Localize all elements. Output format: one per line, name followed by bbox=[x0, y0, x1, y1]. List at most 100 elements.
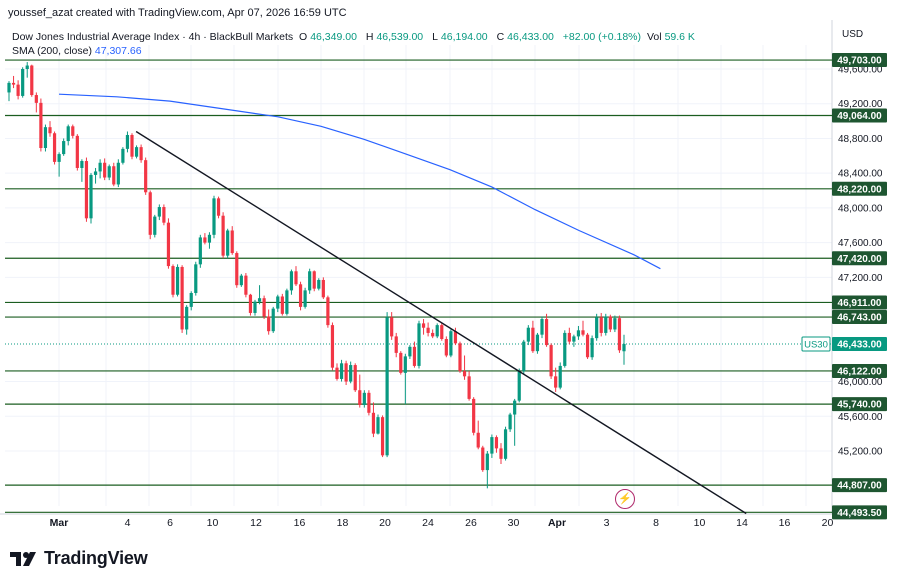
candle-body bbox=[71, 126, 75, 136]
candle-body bbox=[121, 148, 125, 163]
candle bbox=[467, 371, 471, 401]
candle bbox=[21, 67, 25, 98]
candle-body bbox=[39, 102, 43, 149]
low-label: L bbox=[432, 31, 438, 43]
candle bbox=[157, 204, 161, 221]
candle-body bbox=[21, 69, 25, 96]
candle bbox=[390, 312, 394, 340]
candle bbox=[75, 134, 79, 171]
candle-body bbox=[34, 95, 38, 103]
candle bbox=[453, 327, 458, 346]
candle bbox=[490, 434, 494, 458]
symbol-text: US30 bbox=[804, 339, 828, 350]
level-price-box bbox=[832, 363, 887, 378]
level-price-label: 44,807.00 bbox=[832, 478, 887, 493]
symbol-box bbox=[801, 336, 831, 352]
level-price-box bbox=[832, 478, 887, 493]
candle-body bbox=[16, 84, 20, 96]
level-price-text: 49,064.00 bbox=[837, 111, 882, 122]
time-tick-label: Mar bbox=[50, 517, 69, 529]
candle-body bbox=[531, 327, 535, 352]
price-tick-label: 48,400.00 bbox=[838, 169, 883, 180]
candle-body bbox=[226, 230, 230, 256]
level-price-text: 45,740.00 bbox=[837, 400, 882, 411]
candle-body bbox=[590, 338, 594, 358]
candle-body bbox=[207, 234, 212, 243]
candle bbox=[276, 294, 280, 313]
candle bbox=[339, 359, 344, 382]
symbol-title[interactable]: Dow Jones Industrial Average Index · 4h … bbox=[12, 31, 294, 43]
high-label: H bbox=[365, 31, 374, 43]
time-tick-label: 12 bbox=[250, 517, 262, 529]
current-price-label: US30 46,433.00 bbox=[801, 336, 887, 352]
candle bbox=[34, 92, 38, 113]
candle-body bbox=[294, 271, 298, 285]
price-tick-label: 48,000.00 bbox=[838, 203, 883, 214]
candle bbox=[622, 334, 626, 365]
candle bbox=[93, 167, 98, 184]
candle bbox=[449, 329, 453, 358]
time-tick-label: 8 bbox=[653, 517, 659, 529]
candle-body bbox=[403, 356, 407, 373]
candle bbox=[517, 368, 521, 403]
candle bbox=[617, 315, 622, 353]
candle-body bbox=[194, 264, 198, 293]
candle bbox=[112, 162, 116, 187]
candle-body bbox=[312, 271, 316, 289]
candle bbox=[235, 251, 239, 288]
candle-body bbox=[613, 318, 617, 330]
candle-body bbox=[581, 330, 585, 335]
candle bbox=[403, 353, 407, 405]
candle-body bbox=[335, 367, 339, 379]
candle bbox=[362, 390, 366, 408]
candle bbox=[376, 414, 380, 435]
level-price-text: 46,911.00 bbox=[838, 298, 882, 309]
candle-body bbox=[57, 154, 61, 162]
open-label: O bbox=[299, 31, 308, 43]
candle bbox=[353, 363, 357, 392]
candle bbox=[280, 293, 284, 316]
candle bbox=[216, 196, 221, 219]
candle bbox=[458, 341, 462, 373]
level-price-text: 47,420.00 bbox=[837, 254, 882, 265]
candle-body bbox=[330, 325, 335, 368]
candle-body bbox=[326, 297, 330, 326]
price-axis[interactable]: 49,600.00 49,200.00 48,800.00 48,400.00 48,0… bbox=[801, 53, 887, 520]
candle-body bbox=[344, 363, 348, 382]
candle-body bbox=[426, 327, 430, 333]
candle-body bbox=[235, 253, 239, 286]
lightning-icon[interactable]: ⚡ bbox=[615, 489, 635, 509]
candle-body bbox=[93, 171, 98, 175]
candle bbox=[230, 226, 234, 255]
tradingview-logo[interactable]: TradingView bbox=[10, 548, 148, 569]
current-price-box bbox=[832, 336, 887, 351]
candle-body bbox=[508, 414, 512, 430]
candle bbox=[121, 147, 125, 165]
candle bbox=[144, 157, 148, 195]
level-price-text: 46,743.00 bbox=[837, 313, 882, 324]
candle bbox=[294, 266, 298, 287]
time-tick-label: 18 bbox=[337, 517, 349, 529]
candle-body bbox=[517, 371, 521, 401]
candle-body bbox=[503, 429, 508, 459]
candle bbox=[485, 451, 489, 489]
candle bbox=[312, 270, 316, 292]
level-price-label: 46,743.00 bbox=[832, 310, 887, 325]
candle bbox=[394, 332, 398, 358]
candle bbox=[576, 325, 581, 340]
candle-body bbox=[239, 275, 243, 286]
volume-value: 59.6 K bbox=[664, 31, 695, 43]
sma-row[interactable]: SMA (200, close) 47,307.66 bbox=[12, 44, 701, 58]
time-axis[interactable]: Mar 4 6 10 12 16 18 20 24 26 30 Apr 3 8 10 14 16 20 bbox=[50, 517, 834, 529]
candle bbox=[549, 343, 553, 379]
level-price-box bbox=[832, 505, 887, 520]
currency-label[interactable]: USD bbox=[842, 29, 864, 40]
price-tick-label: 49,600.00 bbox=[838, 65, 883, 76]
candle bbox=[330, 322, 335, 371]
candle-body bbox=[394, 336, 398, 353]
candle-body bbox=[89, 174, 93, 219]
candle bbox=[66, 124, 70, 146]
trendline[interactable] bbox=[135, 130, 747, 515]
candle bbox=[134, 145, 139, 159]
